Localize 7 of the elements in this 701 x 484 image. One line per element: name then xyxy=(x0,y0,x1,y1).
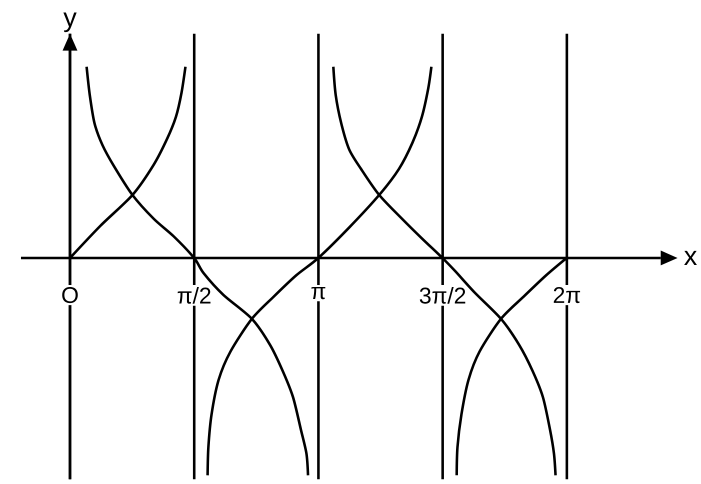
x-tick-label: π xyxy=(311,286,326,300)
x-tick-label: π/2 xyxy=(178,286,210,304)
y-axis-title: y xyxy=(63,12,77,32)
x-tick-label: 3π/2 xyxy=(420,286,466,304)
x-axis-title: x xyxy=(684,250,697,265)
x-tick-label: 2π xyxy=(554,286,580,304)
x-tick-label: O xyxy=(62,286,78,304)
